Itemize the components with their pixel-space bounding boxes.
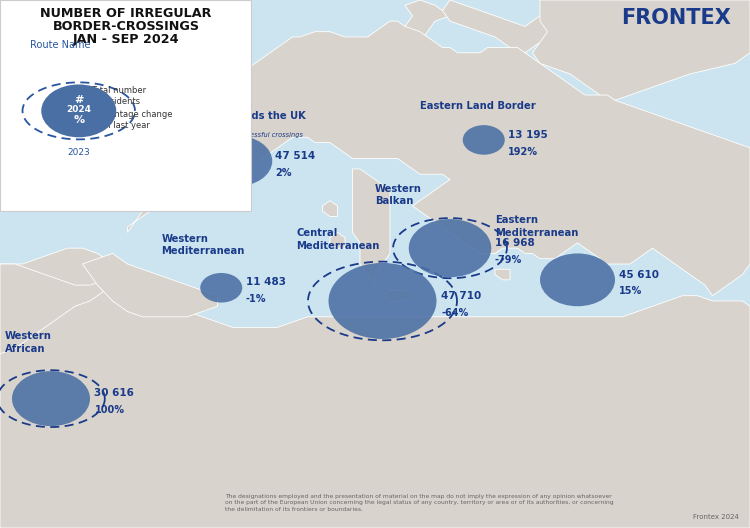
Circle shape [463, 125, 505, 155]
Text: 15%: 15% [619, 287, 642, 296]
Text: attempts and successful crossings: attempts and successful crossings [188, 132, 302, 138]
Text: JAN - SEP 2024: JAN - SEP 2024 [73, 33, 179, 46]
Text: Percentage change
from last year: Percentage change from last year [92, 110, 172, 129]
Text: 100%: 100% [94, 406, 124, 415]
Text: Frontex 2024: Frontex 2024 [693, 514, 739, 520]
Text: NUMBER OF IRREGULAR: NUMBER OF IRREGULAR [40, 7, 211, 20]
Polygon shape [330, 232, 345, 248]
Text: Eastern Land Border: Eastern Land Border [420, 101, 536, 111]
Text: Exits towards the UK: Exits towards the UK [188, 111, 305, 121]
Text: -79%: -79% [495, 255, 522, 265]
Polygon shape [382, 290, 412, 301]
Text: BORDER-CROSSINGS: BORDER-CROSSINGS [53, 20, 200, 33]
Text: -64%: -64% [441, 308, 468, 317]
Text: 2024: 2024 [66, 105, 92, 115]
Text: Total number
of incidents: Total number of incidents [92, 87, 146, 106]
Text: Western
African: Western African [4, 332, 51, 354]
Circle shape [41, 84, 116, 137]
Text: 2023: 2023 [68, 148, 90, 157]
Text: FRONTEX: FRONTEX [621, 8, 731, 28]
Polygon shape [322, 201, 338, 216]
Text: The designations employed and the presentation of material on the map do not imp: The designations employed and the presen… [225, 494, 614, 512]
Text: 13 195: 13 195 [508, 130, 548, 139]
Circle shape [12, 371, 90, 426]
Text: Central
Mediterranean: Central Mediterranean [296, 229, 380, 251]
Polygon shape [188, 26, 232, 90]
Polygon shape [0, 264, 105, 354]
Text: #: # [74, 96, 83, 105]
Polygon shape [532, 0, 750, 100]
Circle shape [540, 253, 615, 306]
FancyBboxPatch shape [0, 0, 251, 211]
Polygon shape [352, 169, 390, 285]
Text: 45 610: 45 610 [619, 270, 658, 279]
Text: 47 710: 47 710 [441, 291, 482, 300]
Circle shape [328, 263, 436, 339]
Text: %: % [74, 116, 84, 125]
Polygon shape [165, 42, 188, 63]
Text: 11 483: 11 483 [246, 278, 286, 287]
Text: Route Name: Route Name [30, 40, 91, 50]
Polygon shape [82, 253, 218, 317]
Polygon shape [0, 248, 750, 528]
Circle shape [200, 273, 242, 303]
Text: Western
Mediterranean: Western Mediterranean [161, 234, 244, 256]
Text: 47 514: 47 514 [275, 151, 316, 161]
Text: Eastern
Mediterranean: Eastern Mediterranean [495, 215, 578, 238]
Text: Western
Balkan: Western Balkan [375, 184, 422, 206]
Polygon shape [442, 0, 600, 53]
Polygon shape [405, 0, 450, 42]
Polygon shape [495, 269, 510, 280]
Text: 16 968: 16 968 [495, 238, 535, 248]
Text: -1%: -1% [246, 295, 266, 304]
Circle shape [200, 136, 272, 186]
Text: 2%: 2% [275, 168, 292, 177]
Polygon shape [128, 21, 750, 296]
Text: 30 616: 30 616 [94, 389, 134, 398]
Circle shape [409, 219, 491, 277]
Text: 192%: 192% [508, 147, 538, 156]
